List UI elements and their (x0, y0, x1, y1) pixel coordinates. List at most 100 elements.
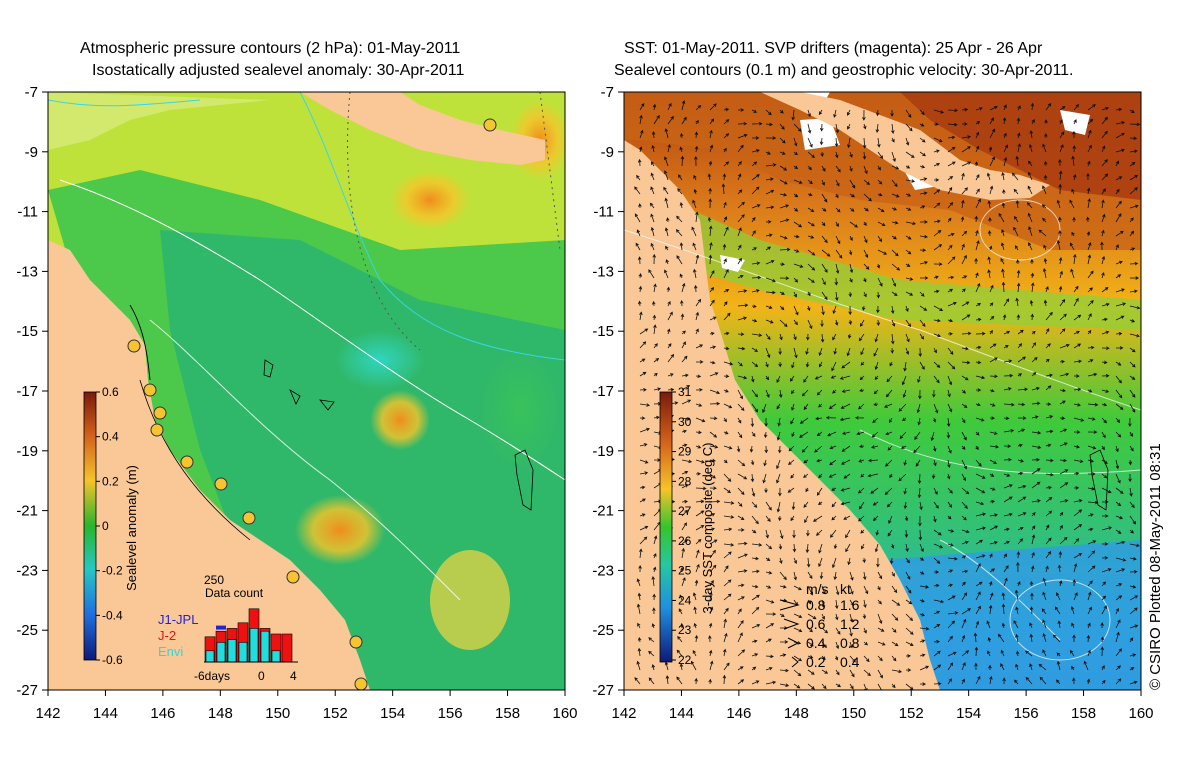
velocity-vector (1001, 603, 1006, 615)
velocity-vector (737, 214, 745, 223)
velocity-vector (695, 563, 700, 573)
velocity-vector (1039, 676, 1047, 685)
velocity-vector (987, 256, 991, 265)
velocity-legend-kt: 1.6 (840, 597, 860, 613)
velocity-vector (1115, 274, 1122, 279)
right-lon-label: 148 (784, 705, 809, 722)
velocity-vector (933, 229, 942, 237)
velocity-vector (737, 666, 744, 671)
velocity-vector (847, 333, 852, 339)
velocity-vector (681, 429, 687, 434)
velocity-vector (751, 375, 755, 383)
velocity-vector (989, 431, 998, 435)
velocity-vector (1015, 155, 1019, 167)
velocity-vector (1069, 199, 1075, 209)
right-lon-label: 156 (1014, 705, 1039, 722)
velocity-vector (975, 131, 980, 139)
velocity-vector (1073, 509, 1083, 517)
velocity-vector (843, 515, 851, 520)
velocity-vector (989, 487, 996, 491)
velocity-vector (1029, 130, 1034, 139)
velocity-vector (751, 515, 759, 525)
velocity-vector (890, 543, 895, 549)
velocity-vector (1031, 342, 1037, 349)
velocity-vector (639, 525, 649, 531)
velocity-vector (779, 109, 784, 114)
velocity-vector (793, 655, 802, 662)
velocity-vector (737, 361, 743, 367)
velocity-vector (1115, 176, 1123, 181)
velocity-vector (1011, 172, 1019, 181)
velocity-vector (799, 417, 809, 424)
velocity-vector (1073, 387, 1082, 392)
velocity-vector (863, 655, 870, 663)
velocity-vector (1045, 472, 1054, 477)
velocity-vector (779, 613, 785, 618)
velocity-vector (635, 242, 641, 251)
land-australia-right (624, 140, 940, 690)
velocity-vector (751, 161, 758, 167)
velocity-vector (1071, 188, 1075, 195)
velocity-vector (818, 403, 823, 408)
velocity-vector (765, 599, 775, 604)
velocity-vector (863, 193, 872, 202)
velocity-vector (891, 599, 901, 606)
velocity-vector (863, 585, 869, 595)
velocity-vector (830, 375, 837, 379)
velocity-vector (933, 289, 940, 294)
velocity-vector (1115, 260, 1123, 265)
velocity-vector (1129, 585, 1137, 589)
velocity-vector (905, 585, 912, 594)
velocity-vector (862, 137, 867, 149)
velocity-vector (1003, 565, 1009, 573)
velocity-vector (849, 627, 853, 637)
velocity-legend-arrow (779, 599, 800, 611)
velocity-vector (888, 515, 893, 524)
velocity-vector (961, 122, 968, 126)
velocity-vector (989, 128, 996, 139)
velocity-vector (831, 557, 837, 569)
velocity-vector (709, 401, 721, 406)
velocity-vector (737, 583, 745, 588)
velocity-vector (947, 375, 953, 386)
velocity-vector (905, 557, 910, 564)
velocity-vector (933, 305, 944, 311)
velocity-vector (987, 230, 992, 237)
velocity-vector (877, 235, 883, 243)
velocity-vector (680, 155, 685, 167)
velocity-vector (765, 319, 774, 324)
velocity-vector (863, 179, 871, 185)
velocity-vector (919, 501, 923, 511)
count-bar-envi (271, 650, 281, 663)
velocity-vector (737, 244, 742, 251)
velocity-vector (919, 639, 926, 643)
velocity-vector (778, 543, 783, 550)
velocity-vector (709, 331, 715, 336)
velocity-vector (1059, 536, 1068, 545)
velocity-vector (821, 249, 831, 257)
velocity-vector (709, 473, 716, 479)
velocity-vector (877, 641, 886, 646)
velocity-vector (841, 445, 851, 452)
velocity-vector (1115, 501, 1122, 507)
right-colorbar-tick-label: 28 (678, 474, 692, 488)
velocity-vector (1002, 677, 1006, 685)
velocity-vector (867, 473, 879, 478)
velocity-vector (1115, 288, 1125, 293)
velocity-vector (777, 445, 782, 454)
velocity-vector (737, 108, 745, 112)
velocity-vector (665, 259, 669, 265)
velocity-vector (681, 522, 687, 531)
velocity-vector (885, 389, 893, 398)
velocity-vector (916, 403, 921, 414)
velocity-vector (975, 229, 979, 237)
velocity-vector (831, 501, 837, 508)
velocity-vector (1028, 160, 1033, 167)
velocity-vector (765, 163, 777, 167)
velocity-vector (989, 525, 999, 531)
velocity-vector (834, 277, 839, 286)
velocity-vector (667, 102, 672, 111)
velocity-vector (1129, 595, 1139, 601)
velocity-vector (975, 563, 981, 573)
velocity-vector (876, 557, 880, 568)
